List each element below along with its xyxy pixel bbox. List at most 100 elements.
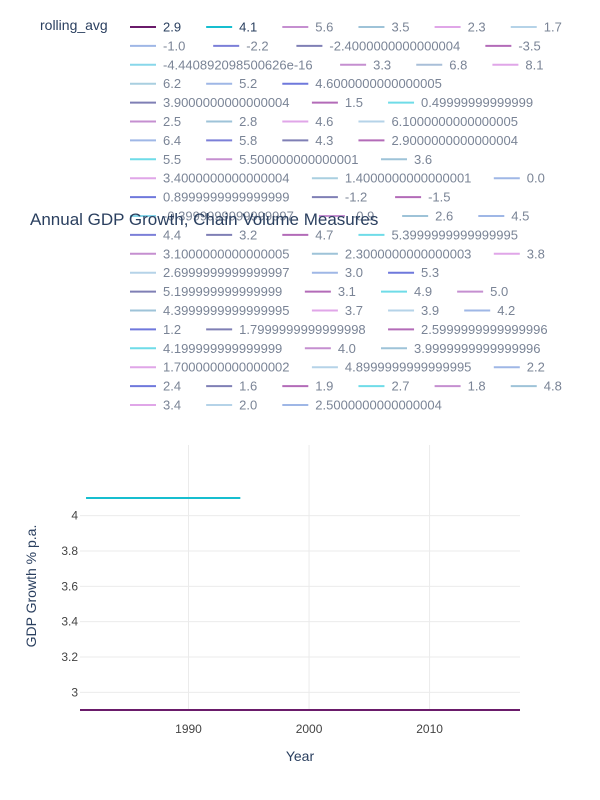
y-tick-label: 3.2	[61, 650, 78, 664]
legend-item[interactable]: 4.1	[206, 20, 257, 35]
legend-item[interactable]: 3.7	[311, 303, 363, 318]
legend-item[interactable]: 2.7	[358, 379, 410, 394]
legend-item[interactable]: 4.3	[282, 133, 333, 148]
legend-item[interactable]: 3.3	[340, 57, 391, 72]
legend-item[interactable]: 4.5	[478, 209, 529, 224]
legend-item[interactable]: 1.2	[130, 322, 181, 337]
legend-item[interactable]: 5.0	[457, 284, 508, 299]
legend-item[interactable]: 0.49999999999999	[388, 95, 533, 110]
legend-item[interactable]: 4.199999999999999	[130, 341, 282, 356]
legend-label: 6.8	[449, 57, 467, 72]
legend-item[interactable]: 4.7	[282, 227, 333, 242]
legend-item[interactable]: -1.0	[130, 38, 185, 53]
legend-item[interactable]: 2.4	[130, 379, 181, 394]
legend-item[interactable]: 0.0	[493, 171, 545, 186]
legend-item[interactable]: 2.9000000000000004	[358, 133, 518, 148]
legend-item[interactable]: 3.9999999999999996	[381, 341, 541, 356]
legend-item[interactable]: -2.2	[213, 38, 269, 53]
legend-item[interactable]: 1.8	[434, 379, 486, 394]
y-tick-label: 3.4	[61, 615, 78, 629]
legend-item[interactable]: 5.500000000000001	[206, 152, 358, 167]
legend-item[interactable]: 6.8	[416, 57, 467, 72]
legend-item[interactable]: -0.9	[318, 209, 374, 224]
legend-label: 5.199999999999999	[163, 284, 282, 299]
legend-item[interactable]: 2.3000000000000003	[311, 246, 472, 261]
legend-item[interactable]: 5.6	[282, 20, 333, 35]
legend-item[interactable]: 1.9	[282, 379, 333, 394]
legend-item[interactable]: 1.4000000000000001	[311, 171, 472, 186]
legend-item[interactable]: 4.9	[381, 284, 432, 299]
legend-item[interactable]: 2.5	[130, 114, 181, 129]
legend-item[interactable]: 1.7	[510, 20, 562, 35]
legend-item[interactable]: 2.3	[434, 20, 486, 35]
legend-item[interactable]: 8.1	[492, 57, 543, 72]
legend-item[interactable]: 6.1000000000000005	[358, 114, 518, 129]
legend-title: rolling_avg	[40, 17, 108, 33]
legend-item[interactable]: 6.2	[130, 76, 181, 91]
legend-item[interactable]: 4.3999999999999995	[130, 303, 290, 318]
legend-item[interactable]: 3.4	[130, 398, 181, 413]
legend-item[interactable]: 5.8	[206, 133, 257, 148]
legend-item[interactable]: 2.5000000000000004	[282, 398, 442, 413]
legend-item[interactable]: -1.5	[395, 190, 451, 205]
legend-item[interactable]: -2.4000000000000004	[296, 38, 460, 53]
legend-item[interactable]: 6.4	[130, 133, 181, 148]
legend-label: 1.5	[345, 95, 363, 110]
legend-item[interactable]: 4.6000000000000005	[282, 76, 442, 91]
legend-item[interactable]: 0.8999999999999999	[130, 190, 290, 205]
legend-label: 1.7000000000000002	[163, 360, 290, 375]
legend-item[interactable]: -3.5	[485, 38, 541, 53]
legend-label: 3.2	[239, 227, 257, 242]
legend-label: 3.9000000000000004	[163, 95, 290, 110]
legend-item[interactable]: -4.440892098500626e-16	[130, 57, 313, 72]
legend-item[interactable]: 3.6	[381, 152, 432, 167]
legend-item[interactable]: 1.5	[311, 95, 363, 110]
legend-item[interactable]: 3.1	[304, 284, 356, 299]
legend-item[interactable]: 3.9000000000000004	[130, 95, 290, 110]
legend-item[interactable]: 5.3999999999999995	[358, 227, 518, 242]
y-tick-label: 4	[71, 509, 78, 523]
legend-item[interactable]: 3.8	[493, 246, 545, 261]
legend-item[interactable]: 2.8	[206, 114, 257, 129]
legend-item[interactable]: 2.6999999999999997	[130, 265, 290, 280]
legend-item[interactable]: 4.4	[130, 227, 181, 242]
legend-item[interactable]: 4.2	[464, 303, 515, 318]
legend-item[interactable]: -0.3999999999999997	[130, 209, 294, 224]
legend-item[interactable]: 3.9	[388, 303, 439, 318]
legend: rolling_avg 2.9 4.1 5.6 3.5 2.3 1.7 -1.0 -2.2 -2…	[40, 17, 562, 413]
legend-item[interactable]: 1.6	[206, 379, 257, 394]
legend-label: 5.3999999999999995	[391, 227, 518, 242]
legend-item[interactable]: 4.8	[510, 379, 562, 394]
legend-item[interactable]: 4.8999999999999995	[311, 360, 472, 375]
legend-item[interactable]: 5.2	[206, 76, 257, 91]
legend-label: -3.5	[518, 38, 540, 53]
legend-item[interactable]: 3.1000000000000005	[130, 246, 290, 261]
legend-item[interactable]: 2.5999999999999996	[388, 322, 548, 337]
legend-label: 6.4	[163, 133, 181, 148]
legend-item[interactable]: 1.7999999999999998	[206, 322, 366, 337]
legend-label: -1.2	[345, 190, 367, 205]
legend-item[interactable]: 3.0	[311, 265, 363, 280]
legend-item[interactable]: 1.7000000000000002	[130, 360, 290, 375]
legend-label: 1.4000000000000001	[345, 171, 472, 186]
legend-item[interactable]: 2.6	[402, 209, 453, 224]
legend-item[interactable]: 4.6	[282, 114, 333, 129]
legend-item[interactable]: 5.3	[388, 265, 439, 280]
legend-item[interactable]: 5.5	[130, 152, 181, 167]
legend-label: 4.6000000000000005	[315, 76, 442, 91]
legend-item[interactable]: 3.5	[358, 20, 410, 35]
legend-label: 3.8	[527, 246, 545, 261]
legend-item[interactable]: 2.0	[206, 398, 257, 413]
legend-item[interactable]: 3.2	[206, 227, 257, 242]
legend-item[interactable]: 2.9	[130, 20, 181, 35]
legend-item[interactable]: -1.2	[311, 190, 367, 205]
legend-item[interactable]: 5.199999999999999	[130, 284, 282, 299]
legend-item[interactable]: 4.0	[304, 341, 356, 356]
legend-label: 6.1000000000000005	[391, 114, 518, 129]
legend-item[interactable]: 2.2	[493, 360, 545, 375]
legend-label: 1.9	[315, 379, 333, 394]
legend-label: 2.5	[163, 114, 181, 129]
legend-label: 8.1	[525, 57, 543, 72]
legend-item[interactable]: 3.4000000000000004	[130, 171, 290, 186]
plot-lines	[80, 497, 520, 711]
